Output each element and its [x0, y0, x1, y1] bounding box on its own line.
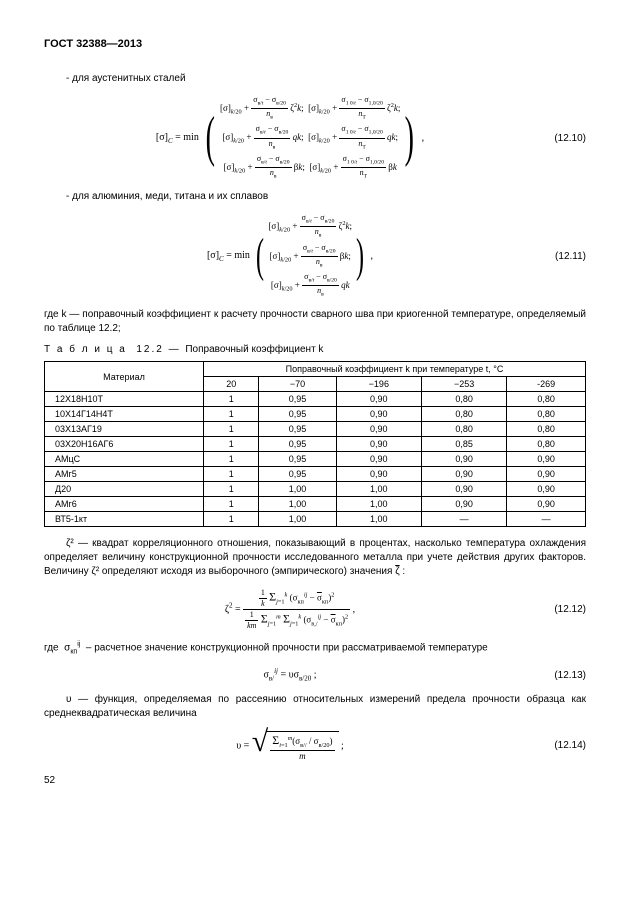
eq-12-14: υ = √ Σi=1m(σв// / σв/20) m ; (12.14) — [44, 731, 586, 761]
table-row: Д2011,001,000,900,90 — [45, 482, 586, 497]
table-row: ВТ5-1кт11,001,00—— — [45, 512, 586, 527]
text-sigma-kp: где σкпij – расчетное значение конструкц… — [44, 640, 586, 657]
eq-12-12-content: ζ2 = 1k Σj=1k (σкпij − σкп)2 1km Σj=1m Σ… — [44, 589, 536, 630]
table-row: 03Х20Н16АГ610,950,900,850,80 — [45, 437, 586, 452]
text-austenitic: - для аустенитных сталей — [44, 72, 586, 86]
eq-12-11-num: (12.11) — [536, 251, 586, 262]
table-row: 03Х13АГ1910,950,900,800,80 — [45, 422, 586, 437]
table-12-2-title: Т а б л и ц а 12.2 — Поправочный коэффиц… — [44, 344, 586, 355]
text-aluminum: - для алюминия, меди, титана и их сплаво… — [44, 190, 586, 204]
eq-12-10-num: (12.10) — [536, 133, 586, 144]
eq-12-10: [σ]C = min ( [σ]k/20 + σв/t − σв/20nв ζ2… — [44, 96, 586, 180]
eq-12-14-content: υ = √ Σi=1m(σв// / σв/20) m ; — [44, 731, 536, 761]
eq-12-10-content: [σ]C = min ( [σ]k/20 + σв/t − σв/20nв ζ2… — [44, 96, 536, 180]
table-row: 10Х14Г14Н4Т10,950,900,800,80 — [45, 407, 586, 422]
eq-12-12: ζ2 = 1k Σj=1k (σкпij − σкп)2 1km Σj=1m Σ… — [44, 589, 586, 630]
doc-header: ГОСТ 32388—2013 — [44, 38, 586, 50]
table-row: АМг611,001,000,900,90 — [45, 497, 586, 512]
eq-12-11-content: [σ]C = min ( [σ]k/20 + σв/t − σв/20nв ζ2… — [44, 214, 536, 298]
th-material: Материал — [45, 362, 204, 392]
eq-12-12-num: (12.12) — [536, 604, 586, 615]
table-row: АМг510,950,900,900,90 — [45, 467, 586, 482]
text-upsilon: υ — функция, определяемая по рассеянию о… — [44, 693, 586, 721]
eq-12-13-num: (12.13) — [536, 670, 586, 681]
table-row: АМцС10,950,900,900,90 — [45, 452, 586, 467]
table-12-2: Материал Поправочный коэффициент k при т… — [44, 361, 586, 527]
table-row: 12Х18Н10Т10,950,900,800,80 — [45, 392, 586, 407]
text-zeta2: ζ² — квадрат корреляционного отношения, … — [44, 537, 586, 579]
eq-12-14-num: (12.14) — [536, 740, 586, 751]
eq-12-13-content: σв/ij = υσв/20 ; — [44, 667, 536, 682]
text-k-definition: где k — поправочный коэффициент к расчет… — [44, 308, 586, 336]
th-coef: Поправочный коэффициент k при температур… — [204, 362, 586, 377]
eq-12-11: [σ]C = min ( [σ]k/20 + σв/t − σв/20nв ζ2… — [44, 214, 586, 298]
eq-12-13: σв/ij = υσв/20 ; (12.13) — [44, 667, 586, 682]
page-number: 52 — [44, 775, 586, 786]
